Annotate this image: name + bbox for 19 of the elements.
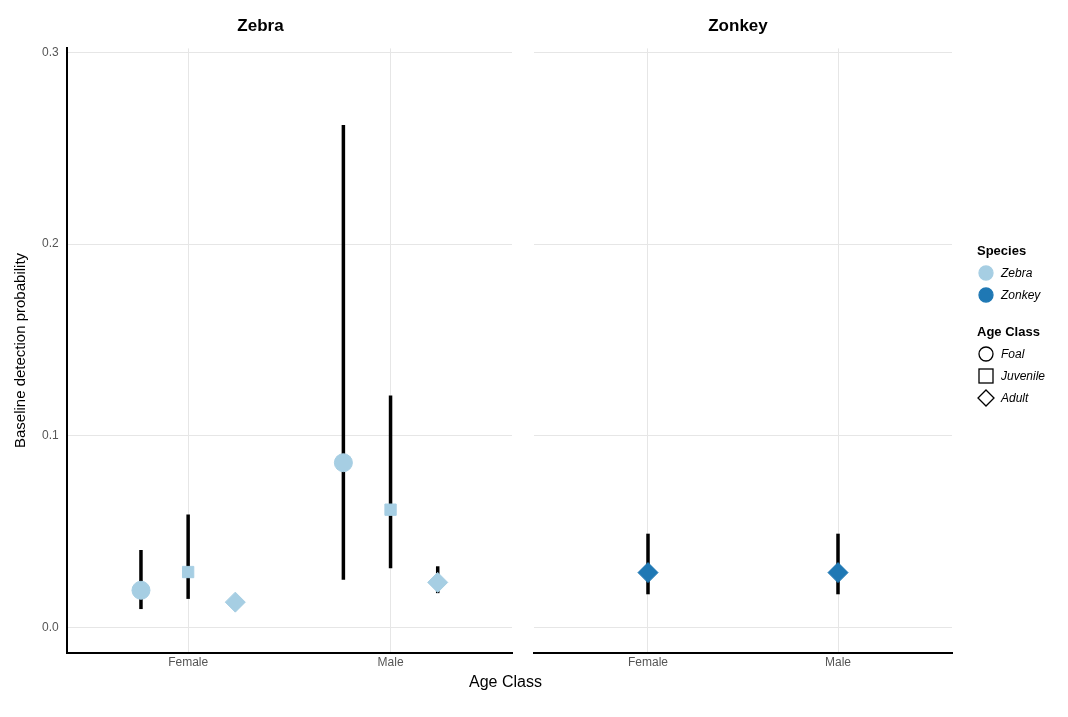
x-axis-title: Age Class — [468, 673, 543, 691]
text: Adult — [1001, 391, 1029, 405]
x-tick-label: Female — [627, 655, 669, 670]
y-tick-label: 0.2 — [41, 236, 59, 251]
chart-title: Zebra — [1001, 266, 1033, 280]
x-tick-label: Male — [377, 655, 404, 670]
y-tick-label: 0.3 — [41, 44, 59, 59]
x-tick-label: Female — [168, 655, 209, 670]
x-tick-label: Male — [824, 655, 852, 670]
legend-title: Species — [977, 243, 1028, 258]
y-tick-label: 0.0 — [41, 619, 59, 634]
chart-title: Zonkey — [1001, 288, 1041, 302]
legend-title: Age Class — [977, 324, 1041, 339]
chart-title: Zonkey — [708, 15, 769, 35]
chart-title: Zebra — [237, 15, 285, 35]
text: Foal — [1001, 347, 1025, 361]
text: Juvenile — [1001, 369, 1046, 383]
y-tick-label: 0.1 — [41, 428, 59, 443]
y-axis-title: Baseline detection probability — [11, 252, 29, 449]
